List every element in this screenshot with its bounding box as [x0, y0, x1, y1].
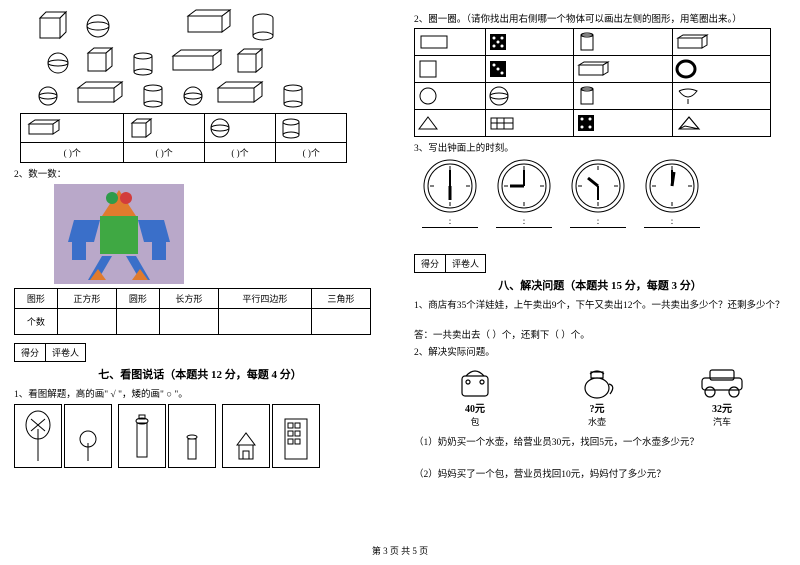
score-box-right: 得分 评卷人: [414, 254, 486, 273]
blank-4[interactable]: ( ): [303, 148, 311, 158]
pair-cell[interactable]: [118, 404, 166, 468]
pair-cell[interactable]: [64, 404, 112, 468]
product-kettle: ?元 水壶: [572, 364, 622, 428]
s8-q2: 2、解决实际问题。: [414, 344, 786, 358]
clock-blank[interactable]: :: [570, 216, 626, 228]
blank-1[interactable]: ( ): [64, 148, 72, 158]
clocks-row: [422, 158, 786, 214]
match-table: [414, 28, 771, 137]
count-cell[interactable]: [117, 309, 160, 335]
q2-right: 2、圈一圈。（请你找出用右侧哪一个物体可以画出左侧的图形，用笔圈出来。）: [414, 11, 786, 25]
count-cell[interactable]: [311, 309, 370, 335]
s8-sub2: （2）妈妈买了一个包，营业员找回10元，妈妈付了多少元？: [414, 466, 786, 480]
count-cell[interactable]: [159, 309, 218, 335]
clock-2: [496, 158, 552, 214]
row-label: 图形: [15, 289, 58, 309]
products-row: 40元 包 ?元 水壶 32元 汽车: [414, 364, 786, 428]
clock-1: [422, 158, 478, 214]
pair-cell[interactable]: [222, 404, 270, 468]
product-car: 32元 汽车: [694, 364, 750, 428]
q2-label: 2、数一数：: [14, 166, 386, 180]
section-8-title: 八、解决问题（本题共 15 分，每题 3 分）: [414, 277, 786, 293]
pair-cell[interactable]: [168, 404, 216, 468]
blank-2[interactable]: ( ): [156, 148, 164, 158]
s8-q1-ans: 答：一共卖出去（ ）个，还剩下（ ）个。: [414, 327, 786, 341]
page-footer: 第 3 页 共 5 页: [0, 540, 800, 557]
count-cell[interactable]: [219, 309, 312, 335]
q7-1: 1、看图解题，高的画" √ "，矮的画" ○ "。: [14, 386, 386, 400]
product-bag: 40元 包: [450, 364, 500, 428]
shape-count-table: 图形 正方形 圆形 长方形 平行四边形 三角形 个数: [14, 288, 371, 335]
blank-3[interactable]: ( ): [231, 148, 239, 158]
pair-cell[interactable]: [272, 404, 320, 468]
shapes-scatter: [18, 8, 371, 113]
compare-pairs: [14, 404, 386, 468]
section-7-title: 七、看图说话（本题共 12 分，每题 4 分）: [14, 366, 386, 382]
clock-3: [570, 158, 626, 214]
pair-cell[interactable]: [14, 404, 62, 468]
s8-sub1: （1）奶奶买一个水壶，给营业员30元，找回5元，一个水壶多少元？: [414, 434, 786, 448]
q3-right: 3、写出钟面上的时刻。: [414, 140, 786, 154]
clock-blank[interactable]: :: [422, 216, 478, 228]
score-box: 得分 评卷人: [14, 343, 86, 362]
clock-4: [644, 158, 700, 214]
clock-blank[interactable]: :: [644, 216, 700, 228]
s8-q1: 1、商店有35个洋娃娃，上午卖出9个，下午又卖出12个。一共卖出多少个？还剩多少…: [414, 297, 786, 311]
count-shapes-table: ( )个 ( )个 ( )个 ( )个: [20, 113, 347, 163]
clock-blank[interactable]: :: [496, 216, 552, 228]
count-cell[interactable]: [57, 309, 116, 335]
robot-figure: [54, 184, 184, 284]
